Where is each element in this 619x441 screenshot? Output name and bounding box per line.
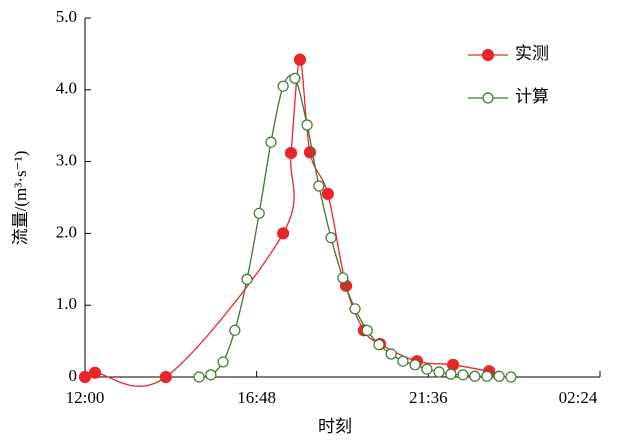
data-point xyxy=(385,348,397,360)
data-point xyxy=(469,370,481,382)
y-tick-label: 0 xyxy=(69,366,78,385)
legend-marker xyxy=(481,48,495,62)
data-point xyxy=(433,366,445,378)
data-point xyxy=(217,356,229,368)
series-line xyxy=(84,58,490,387)
data-point xyxy=(457,369,469,381)
data-point xyxy=(409,359,421,371)
x-tick-label: 02:24 xyxy=(559,388,598,407)
data-point xyxy=(253,207,265,219)
data-point xyxy=(446,358,460,371)
data-point xyxy=(265,136,277,148)
x-tick-label: 16:48 xyxy=(237,388,276,407)
data-point xyxy=(325,232,337,244)
data-point xyxy=(337,272,349,284)
legend-label: 实测 xyxy=(515,44,549,63)
legend-marker xyxy=(482,92,494,104)
data-point xyxy=(445,368,457,380)
data-point xyxy=(397,355,409,367)
data-point xyxy=(313,180,325,192)
legend-label: 计算 xyxy=(515,87,549,106)
data-point xyxy=(88,366,102,379)
data-point xyxy=(289,72,301,84)
data-point xyxy=(421,363,433,375)
data-point xyxy=(361,324,373,336)
y-tick-label: 4.0 xyxy=(56,79,77,98)
data-point xyxy=(301,119,313,131)
data-point xyxy=(277,227,290,240)
data-point xyxy=(241,273,253,285)
data-point xyxy=(159,370,172,384)
y-axis-label: 流量/(m³·s⁻¹) xyxy=(11,151,30,246)
x-tick-label: 21:36 xyxy=(409,388,448,407)
data-point xyxy=(284,146,298,160)
data-point xyxy=(78,370,92,384)
data-point xyxy=(349,303,361,315)
data-point xyxy=(277,80,289,92)
y-tick-label: 1.0 xyxy=(56,294,77,313)
y-tick-label: 2.0 xyxy=(56,222,77,241)
data-point xyxy=(293,53,307,66)
data-point xyxy=(229,324,241,336)
x-axis-label: 时刻 xyxy=(318,417,352,436)
series-line xyxy=(198,74,511,378)
data-point xyxy=(505,371,517,383)
data-point xyxy=(193,371,205,383)
y-tick-label: 3.0 xyxy=(56,151,77,170)
data-point xyxy=(493,370,505,382)
data-point xyxy=(205,369,217,381)
x-tick-label: 12:00 xyxy=(66,388,105,407)
data-point xyxy=(373,339,385,351)
y-tick-label: 5.0 xyxy=(56,7,77,26)
data-point xyxy=(321,187,334,201)
data-point xyxy=(481,370,493,382)
